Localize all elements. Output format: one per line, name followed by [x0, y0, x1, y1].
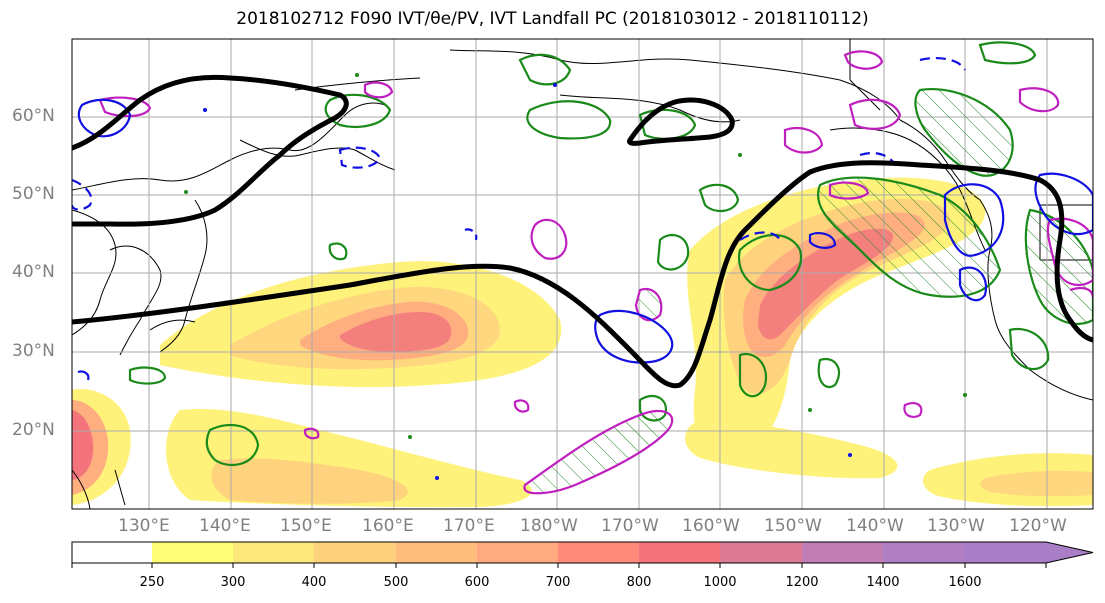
lon-label-120w: 120°W: [1009, 516, 1067, 536]
colorbar-tick-500: 500: [383, 575, 409, 590]
colorbar-tick-300: 300: [220, 575, 246, 590]
lon-label-160e: 160°E: [362, 516, 414, 536]
lon-label-150e: 150°E: [280, 516, 332, 536]
small-features: [184, 73, 967, 480]
lon-label-170w: 170°W: [601, 516, 659, 536]
lon-label-170e: 170°E: [443, 516, 495, 536]
lon-label-130e: 130°E: [118, 516, 170, 536]
lon-label-140e: 140°E: [199, 516, 251, 536]
lat-label-40n: 40°N: [12, 262, 55, 282]
colorbar-segment-7: [639, 542, 720, 563]
magenta-contours: [98, 50, 1093, 495]
colorbar-tick-1400: 1400: [866, 575, 900, 590]
colorbar-segment-6: [558, 542, 639, 563]
lon-label-160w: 160°W: [682, 516, 740, 536]
colorbar-tick-1200: 1200: [785, 575, 819, 590]
lat-label-50n: 50°N: [12, 184, 55, 204]
colorbar-segment-1: [152, 542, 233, 563]
colorbar-tick-400: 400: [301, 575, 327, 590]
blue-contours: [72, 56, 1093, 381]
colorbar-segment-10: [883, 542, 965, 563]
map-title: 2018102712 F090 IVT/θe/PV, IVT Landfall …: [236, 9, 869, 29]
colorbar: [71, 541, 1094, 568]
colorbar-segment-2: [233, 542, 314, 563]
colorbar-extend-arrow: [965, 542, 1093, 563]
colorbar-tick-700: 700: [545, 575, 571, 590]
colorbar-segment-0: [72, 542, 152, 563]
colorbar-tick-800: 800: [626, 575, 652, 590]
black-contours: [72, 74, 1093, 389]
colorbar-segment-4: [396, 542, 477, 563]
colorbar-segment-8: [720, 542, 802, 563]
lon-label-130w: 130°W: [927, 516, 985, 536]
lon-label-180w: 180°W: [520, 516, 578, 536]
lon-label-150w: 150°W: [764, 516, 822, 536]
coastlines: [72, 39, 1093, 509]
lat-label-60n: 60°N: [12, 106, 55, 126]
lat-label-30n: 30°N: [12, 341, 55, 361]
colorbar-segment-3: [314, 542, 396, 563]
colorbar-tick-1600: 1600: [948, 575, 982, 590]
colorbar-segment-5: [477, 542, 558, 563]
colorbar-tick-250: 250: [139, 575, 165, 590]
colorbar-tick-1000: 1000: [703, 575, 737, 590]
colorbar-segment-9: [802, 542, 883, 563]
map-frame: [71, 38, 1094, 510]
colorbar-tick-600: 600: [464, 575, 490, 590]
green-contours: [128, 41, 1093, 467]
lat-label-20n: 20°N: [12, 420, 55, 440]
lon-label-140w: 140°W: [846, 516, 904, 536]
